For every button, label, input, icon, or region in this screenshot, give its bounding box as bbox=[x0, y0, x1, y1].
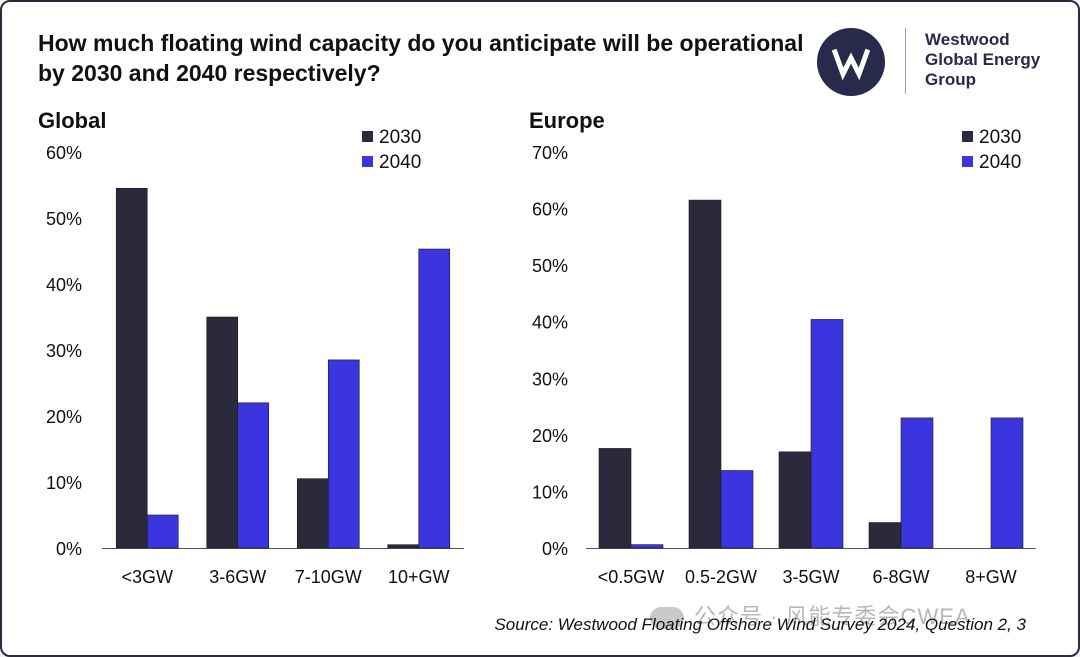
y-tick-label: 30% bbox=[532, 369, 568, 389]
x-tick-label: 10+GW bbox=[388, 567, 450, 587]
y-tick-label: 40% bbox=[46, 275, 82, 295]
x-tick-label: <0.5GW bbox=[598, 567, 665, 587]
bar-2030-052gw bbox=[688, 199, 722, 549]
bar-2040-710gw bbox=[327, 359, 360, 549]
legend-swatch-2030 bbox=[962, 131, 973, 142]
watermark: 公众号 · 风能专委会CWEA bbox=[650, 599, 971, 631]
x-tick-label: 6-8GW bbox=[872, 567, 929, 587]
legend-label-2040: 2040 bbox=[979, 152, 1021, 173]
source-note: Source: Westwood Floating Offshore Wind … bbox=[494, 615, 1026, 634]
logo-company-name: Westwood Global Energy Group bbox=[925, 30, 1041, 89]
legend-label-2030: 2030 bbox=[379, 127, 421, 148]
y-tick-label: 60% bbox=[46, 143, 82, 163]
bar-2040-68gw bbox=[900, 417, 934, 549]
panel-title: Europe bbox=[529, 108, 605, 133]
y-tick-label: 60% bbox=[532, 200, 568, 220]
x-tick-label: 3-5GW bbox=[782, 567, 839, 587]
y-tick-label: 50% bbox=[46, 209, 82, 229]
bar-2040-052gw bbox=[720, 470, 754, 549]
x-tick-label: 8+GW bbox=[965, 567, 1017, 587]
x-tick-label: <3GW bbox=[121, 567, 173, 587]
legend-swatch-2030 bbox=[362, 131, 373, 142]
legend-swatch-2040 bbox=[362, 156, 373, 167]
bar-2030-05gw bbox=[598, 448, 632, 549]
bar-2040-35gw bbox=[810, 319, 844, 549]
y-tick-label: 20% bbox=[46, 407, 82, 427]
bar-2030-36gw bbox=[206, 316, 239, 549]
chart-title: How much floating wind capacity do you a… bbox=[38, 30, 804, 86]
logo-divider bbox=[905, 28, 906, 94]
x-tick-label: 7-10GW bbox=[295, 567, 362, 587]
legend-label-2040: 2040 bbox=[379, 152, 421, 173]
bar-2030-3gw bbox=[115, 188, 148, 549]
y-tick-label: 70% bbox=[532, 143, 568, 163]
legend-label-2030: 2030 bbox=[979, 127, 1021, 148]
y-tick-label: 10% bbox=[532, 482, 568, 502]
x-tick-label: 0.5-2GW bbox=[685, 567, 757, 587]
y-tick-label: 0% bbox=[542, 539, 568, 559]
bar-2030-710gw bbox=[296, 478, 329, 549]
y-tick-label: 10% bbox=[46, 473, 82, 493]
y-tick-label: 40% bbox=[532, 313, 568, 333]
x-tick-label: 3-6GW bbox=[209, 567, 266, 587]
logo-mark-icon bbox=[817, 28, 885, 96]
company-logo: Westwood Global Energy Group bbox=[817, 22, 1057, 102]
y-tick-label: 50% bbox=[532, 256, 568, 276]
y-tick-label: 30% bbox=[46, 341, 82, 361]
bar-2040-10gw bbox=[418, 248, 451, 549]
bar-2030-68gw bbox=[868, 522, 902, 549]
bar-2040-3gw bbox=[146, 514, 179, 549]
legend-swatch-2040 bbox=[962, 156, 973, 167]
y-tick-label: 0% bbox=[56, 539, 82, 559]
bar-2030-35gw bbox=[778, 451, 812, 549]
wechat-icon bbox=[650, 607, 684, 630]
y-tick-label: 20% bbox=[532, 426, 568, 446]
bar-2040-36gw bbox=[237, 402, 270, 549]
bar-2040-05gw bbox=[630, 544, 664, 549]
watermark-text: 公众号 · 风能专委会CWEA bbox=[694, 604, 971, 629]
bar-2030-10gw bbox=[387, 544, 420, 549]
panel-title: Global bbox=[38, 108, 106, 133]
bar-2040-8gw bbox=[990, 417, 1024, 549]
